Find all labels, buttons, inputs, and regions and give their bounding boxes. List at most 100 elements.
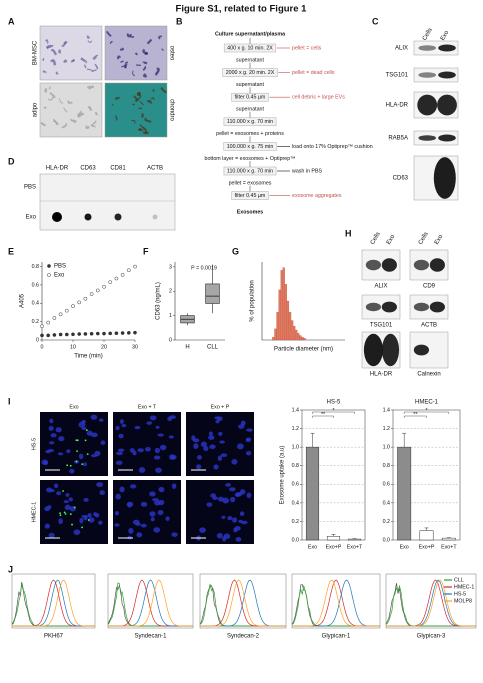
error-bar xyxy=(424,527,429,531)
nucleus xyxy=(55,427,62,433)
cell-shape xyxy=(71,59,75,63)
y-tick-label: 0.8 xyxy=(383,463,390,469)
cell-shape xyxy=(152,88,155,92)
nucleus xyxy=(129,484,137,489)
nucleus xyxy=(56,491,62,496)
marker xyxy=(40,324,44,329)
row-label: RAB5A xyxy=(388,136,408,142)
nucleus xyxy=(46,487,53,493)
legend-label: MOLP8 xyxy=(454,598,472,604)
cell-shape xyxy=(121,65,127,68)
error-bar xyxy=(331,534,336,537)
dot xyxy=(84,213,92,221)
marker xyxy=(52,333,57,337)
cell-shape xyxy=(58,49,62,54)
hist-bar xyxy=(290,320,294,341)
nucleus xyxy=(79,517,84,524)
row-label: Exo xyxy=(26,215,37,221)
nucleus xyxy=(216,532,223,539)
marker xyxy=(77,300,82,305)
cell-shape xyxy=(142,127,147,134)
cell-shape xyxy=(141,112,144,119)
marker xyxy=(108,280,113,285)
marker xyxy=(71,304,75,308)
figure-title: Figure S1, related to Figure 1 xyxy=(176,4,308,15)
flow-step: filter 0.45 µm xyxy=(235,95,266,101)
nucleus xyxy=(165,516,170,521)
legend-marker xyxy=(47,264,51,268)
nucleus xyxy=(231,458,238,465)
nucleus xyxy=(208,435,215,440)
hist-bar xyxy=(274,328,277,341)
nucleus xyxy=(53,483,59,489)
nucleus xyxy=(115,493,121,500)
nucleus xyxy=(58,436,65,442)
y-tick-label: 1.2 xyxy=(292,426,299,432)
row-label: BM-MSC xyxy=(33,40,39,65)
cell-shape xyxy=(52,118,60,126)
nucleus xyxy=(154,447,161,454)
cell-shape xyxy=(63,107,68,113)
nucleus xyxy=(132,519,140,525)
histogram-curve xyxy=(200,579,286,627)
band xyxy=(413,259,429,271)
histogram-curve xyxy=(11,581,95,627)
cell-shape xyxy=(126,33,131,38)
nucleus xyxy=(118,433,124,439)
cell-shape xyxy=(76,110,83,117)
blot-label: CD9 xyxy=(423,284,436,290)
exosome-signal xyxy=(64,512,67,515)
nucleus xyxy=(149,415,157,421)
hist-bar xyxy=(280,270,283,341)
nucleus xyxy=(68,497,74,502)
nucleus xyxy=(50,433,57,438)
nucleus xyxy=(117,448,125,452)
exosome-signal xyxy=(63,511,66,514)
column-label: HLA-DR xyxy=(46,166,69,172)
nucleus xyxy=(121,424,127,428)
hist-bar xyxy=(272,337,275,341)
hist-bar xyxy=(284,284,288,341)
nucleus xyxy=(155,467,162,473)
flow-result: pellet = exosomes xyxy=(229,180,272,186)
histogram-curve xyxy=(108,579,193,627)
y-tick-label: 1 xyxy=(169,313,172,319)
cell-shape xyxy=(142,61,148,65)
nucleus xyxy=(49,418,54,424)
nucleus xyxy=(144,446,151,452)
band xyxy=(363,333,383,367)
nucleus xyxy=(65,493,70,497)
exosome-signal xyxy=(81,526,84,529)
nucleus xyxy=(220,453,228,457)
nucleus xyxy=(58,518,63,525)
cell-shape xyxy=(105,30,112,37)
nucleus xyxy=(129,448,135,453)
cell-shape xyxy=(158,35,162,40)
nucleus xyxy=(87,513,92,518)
cell-shape xyxy=(67,100,73,104)
cell-shape xyxy=(132,103,135,106)
flow-step: 400 x g. 10 min. 2X xyxy=(227,45,273,51)
cell-shape xyxy=(146,38,153,45)
y-tick-label: 0.6 xyxy=(383,482,390,488)
cell-shape xyxy=(63,59,68,64)
cell-shape xyxy=(139,127,144,132)
panel-letter: H xyxy=(345,228,352,238)
exosome-signal xyxy=(62,490,64,492)
band xyxy=(438,71,456,79)
nucleus xyxy=(88,517,95,523)
y-tick-label: 1.4 xyxy=(292,407,299,413)
nucleus xyxy=(200,441,208,448)
nucleus xyxy=(44,523,50,529)
column-label: Exo xyxy=(440,29,451,42)
x-tick-label: Exo xyxy=(400,544,409,550)
marker xyxy=(52,316,57,320)
flow-side: load onto 17% Optiprep™ cushion xyxy=(292,144,373,150)
cell-shape xyxy=(92,54,99,61)
cell-shape xyxy=(142,131,149,135)
row-label: HS-5 xyxy=(31,438,37,450)
nucleus xyxy=(209,444,216,450)
cell-shape xyxy=(150,97,155,100)
marker xyxy=(102,331,106,336)
